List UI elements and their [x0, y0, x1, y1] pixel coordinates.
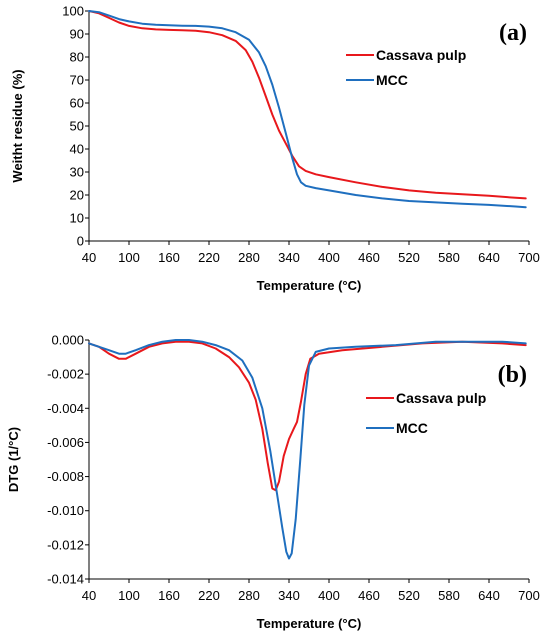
panel-a-y-tick-label: 50: [70, 119, 84, 134]
panel-a-x-tick-label: 460: [358, 250, 380, 265]
panel-b-x-tick-label: 340: [278, 588, 300, 603]
panel-a-x-tick-label: 700: [518, 250, 540, 265]
panel-a-y-tick-label: 80: [70, 50, 84, 65]
panel-a-label: (a): [499, 20, 527, 46]
panel-a-x-tick-label: 640: [478, 250, 500, 265]
panel-b-x-axis-title: Temperature (°C): [257, 616, 362, 631]
panel-a-series-mcc-line: [88, 10, 527, 209]
panel-b-x-tick-label: 460: [358, 588, 380, 603]
panel-b: 40 100 160 220 280 340 400 460 520 580 640 700 0.000…: [6, 333, 540, 632]
panel-b-x-tick-label: 40: [82, 588, 96, 603]
panel-a-x-tick-label: 400: [318, 250, 340, 265]
panel-a-legend-mcc-label: MCC: [376, 72, 408, 88]
panel-b-x-tick-label: 160: [158, 588, 180, 603]
panel-b-y-tick-label: -0.008: [47, 469, 84, 484]
panel-b-y-tick-label: -0.014: [47, 572, 84, 587]
panel-a-x-tick-label: 520: [398, 250, 420, 265]
panel-b-series-mcc-line: [88, 339, 527, 560]
panel-a-y-axis-title: Weitht residue (%): [10, 69, 25, 182]
panel-a-x-tick-label: 220: [198, 250, 220, 265]
panel-a: 40 100 160 220 280 340 400 460 520 580 640 700 0 10 20…: [10, 4, 540, 294]
panel-b-y-tick-label: -0.010: [47, 503, 84, 518]
panel-a-y-tick-label: 0: [77, 234, 84, 249]
panel-b-x-tick-label: 220: [198, 588, 220, 603]
panel-a-y-tick-label: 90: [70, 27, 84, 42]
panel-b-x-tick-label: 580: [438, 588, 460, 603]
panel-b-x-tick-label: 700: [518, 588, 540, 603]
panel-a-x-tick-label: 580: [438, 250, 460, 265]
panel-b-x-tick-label: 640: [478, 588, 500, 603]
panel-a-y-tick-label: 60: [70, 96, 84, 111]
panel-b-legend-mcc-label: MCC: [396, 420, 428, 436]
panel-a-x-tick-label: 160: [158, 250, 180, 265]
panel-a-y-tick-label: 30: [70, 165, 84, 180]
panel-a-y-tick-label: 20: [70, 188, 84, 203]
panel-b-y-tick-label: -0.004: [47, 401, 84, 416]
panel-b-legend-cassava-pulp-label: Cassava pulp: [396, 390, 486, 406]
panel-b-y-axis-title: DTG (1/°C): [6, 427, 21, 492]
panel-b-series-cassava-pulp-line: [88, 340, 527, 492]
panel-a-x-tick-label: 100: [118, 250, 140, 265]
panel-a-y-tick-label: 70: [70, 73, 84, 88]
panel-a-series-cassava-pulp-line: [88, 10, 527, 200]
panel-b-x-tick-label: 520: [398, 588, 420, 603]
panel-a-legend-cassava-pulp-label: Cassava pulp: [376, 47, 466, 63]
panel-b-y-tick-label: -0.012: [47, 537, 84, 552]
panel-a-y-tick-label: 100: [62, 4, 84, 19]
panel-a-y-tick-label: 40: [70, 142, 84, 157]
panel-a-x-tick-label: 340: [278, 250, 300, 265]
panel-a-x-tick-label: 40: [82, 250, 96, 265]
panel-a-x-axis-title: Temperature (°C): [257, 278, 362, 293]
panel-b-x-tick-label: 100: [118, 588, 140, 603]
panel-b-y-tick-label: -0.006: [47, 435, 84, 450]
panel-b-y-tick-label: 0.000: [51, 333, 84, 348]
panel-a-y-tick-label: 10: [70, 211, 84, 226]
panel-b-y-tick-label: -0.002: [47, 367, 84, 382]
panel-b-x-tick-label: 280: [238, 588, 260, 603]
panel-b-label: (b): [498, 362, 527, 388]
panel-a-x-tick-label: 280: [238, 250, 260, 265]
panel-b-x-tick-label: 400: [318, 588, 340, 603]
